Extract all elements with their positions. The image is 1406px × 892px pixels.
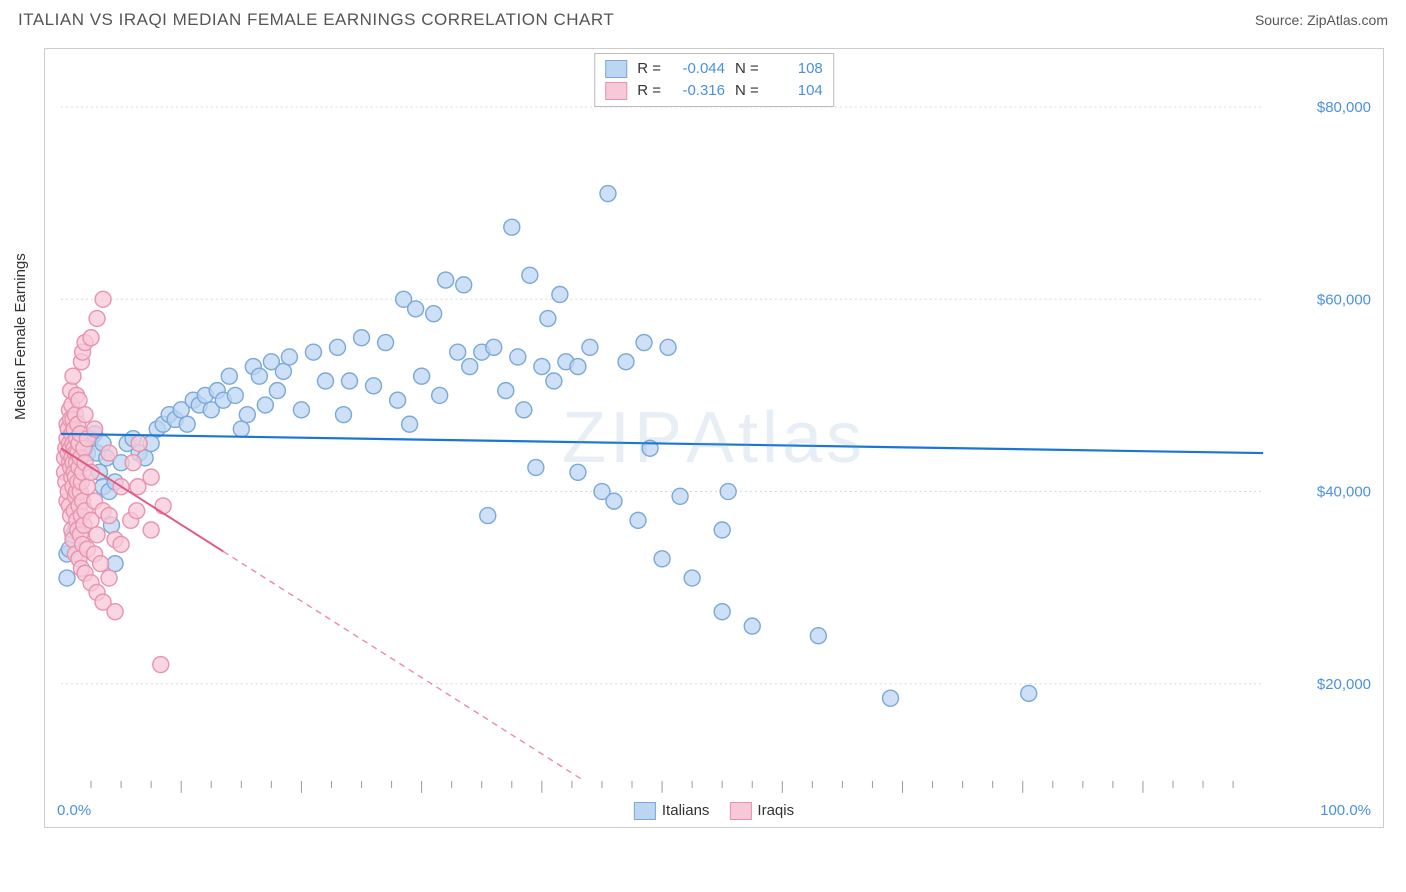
legend-swatch — [729, 802, 751, 820]
scatter-plot: $20,000 $40,000 $60,000 $80,000 — [45, 49, 1383, 828]
chart-title: ITALIAN VS IRAQI MEDIAN FEMALE EARNINGS … — [18, 10, 614, 30]
header: ITALIAN VS IRAQI MEDIAN FEMALE EARNINGS … — [18, 10, 1388, 30]
r-value: -0.316 — [675, 80, 725, 102]
r-value: -0.044 — [675, 58, 725, 80]
n-label: N = — [735, 80, 759, 102]
r-label: R = — [637, 80, 661, 102]
series-label: Italians — [662, 802, 710, 819]
source-label: Source: — [1255, 12, 1307, 28]
chart-source: Source: ZipAtlas.com — [1255, 12, 1388, 28]
source-name: ZipAtlas.com — [1307, 12, 1388, 28]
stats-legend-row: R = -0.316 N = 104 — [605, 80, 823, 102]
stats-legend-row: R = -0.044 N = 108 — [605, 58, 823, 80]
chart-area: $20,000$40,000$60,000$80,000 ZIPAtlas R … — [44, 48, 1384, 828]
y-axis-label: Median Female Earnings — [12, 253, 29, 420]
svg-text:$40,000: $40,000 — [1317, 484, 1371, 501]
series-legend-item: Iraqis — [729, 802, 794, 820]
chart-container: ITALIAN VS IRAQI MEDIAN FEMALE EARNINGS … — [0, 0, 1406, 892]
stats-legend: R = -0.044 N = 108 R = -0.316 N = 104 — [594, 53, 834, 107]
series-label: Iraqis — [757, 802, 794, 819]
svg-text:$60,000: $60,000 — [1317, 291, 1371, 308]
svg-text:$20,000: $20,000 — [1317, 676, 1371, 693]
bottom-legend-bar: 0.0% Italians Iraqis 100.0% — [45, 802, 1383, 819]
x-min-label: 0.0% — [57, 802, 91, 819]
legend-swatch — [634, 802, 656, 820]
series-legend-item: Italians — [634, 802, 710, 820]
series-legend: Italians Iraqis — [634, 802, 794, 820]
legend-swatch — [605, 82, 627, 100]
n-label: N = — [735, 58, 759, 80]
x-max-label: 100.0% — [1320, 802, 1371, 819]
n-value: 108 — [773, 58, 823, 80]
n-value: 104 — [773, 80, 823, 102]
svg-text:$80,000: $80,000 — [1317, 99, 1371, 116]
r-label: R = — [637, 58, 661, 80]
legend-swatch — [605, 60, 627, 78]
